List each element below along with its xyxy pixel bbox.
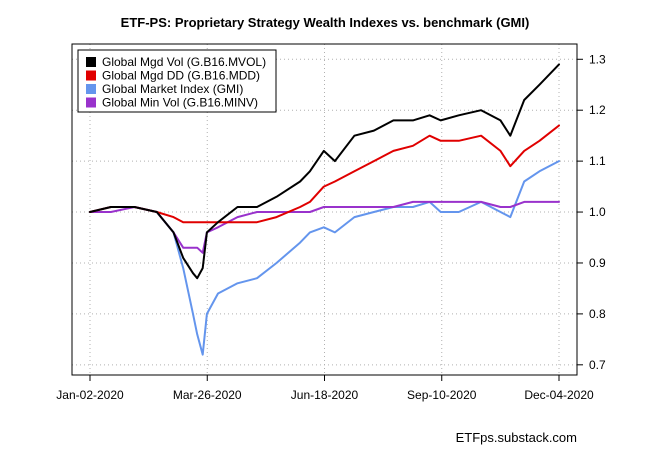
x-tick-label: Jan-02-2020 (56, 388, 124, 402)
y-tick-label: 1.3 (589, 52, 606, 66)
y-tick-label: 0.9 (589, 256, 606, 270)
y-tick-label: 0.7 (589, 358, 606, 372)
legend-swatch (86, 70, 96, 81)
y-tick-label: 1.2 (589, 103, 606, 117)
y-tick-label: 1.1 (589, 154, 606, 168)
series-line-4 (89, 200, 560, 254)
chart-title: ETF-PS: Proprietary Strategy Wealth Inde… (121, 15, 530, 30)
x-tick-label: Jun-18-2020 (291, 388, 359, 402)
x-tick-label: Sep-10-2020 (407, 388, 477, 402)
series-line-1 (89, 63, 560, 280)
credit-label: ETFps.substack.com (456, 430, 577, 445)
legend-label: Global Mgd DD (G.B16.MDD) (102, 69, 260, 83)
legend-swatch (86, 84, 96, 94)
legend-swatch (86, 97, 96, 108)
series-line-2 (89, 124, 560, 224)
legend-box (77, 49, 277, 113)
y-axis: 0.7 0.8 0.9 1.0 1.1 1.2 1.3 (577, 52, 606, 372)
legend-label: Global Mgd Vol (G.B16.MVOL) (102, 55, 266, 69)
legend: Global Mgd Vol (G.B16.MVOL)Global Mgd DD… (77, 49, 277, 113)
y-tick-label: 0.8 (589, 307, 606, 321)
x-tick-label: Dec-04-2020 (524, 388, 594, 402)
series-layer (89, 63, 560, 356)
series-line-3 (89, 160, 560, 356)
legend-label: Global Market Index (GMI) (102, 82, 243, 96)
x-axis: Jan-02-2020 Mar-26-2020 Jun-18-2020 Sep-10-… (56, 375, 594, 402)
legend-label: Global Min Vol (G.B16.MINV) (102, 96, 258, 110)
y-tick-label: 1.0 (589, 205, 606, 219)
x-tick-label: Mar-26-2020 (173, 388, 242, 402)
legend-swatch (86, 57, 96, 67)
